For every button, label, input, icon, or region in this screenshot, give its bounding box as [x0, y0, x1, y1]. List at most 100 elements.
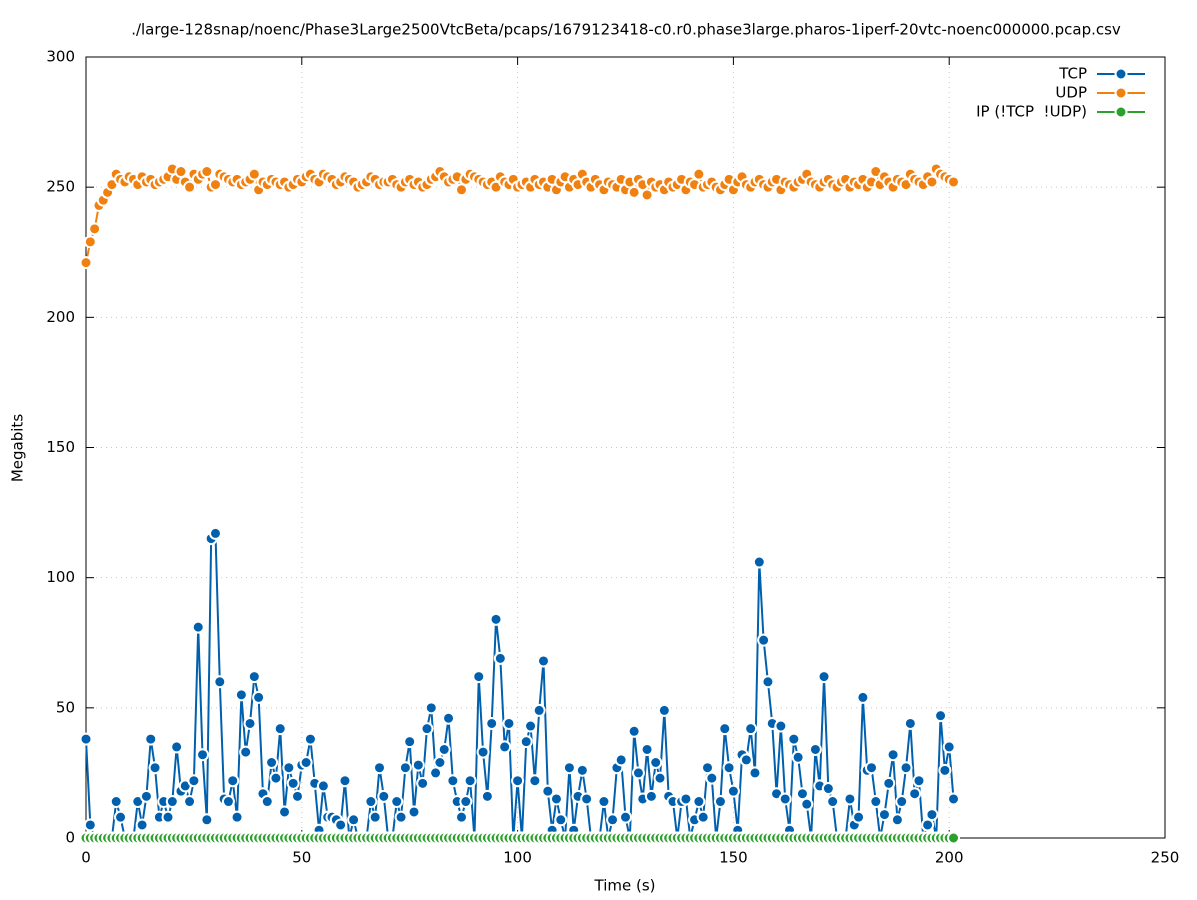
data-point: [200, 165, 214, 179]
data-point: [476, 745, 490, 759]
data-point: [640, 188, 654, 202]
data-point: [221, 795, 235, 809]
data-point: [368, 810, 382, 824]
data-point: [701, 761, 715, 775]
data-point: [627, 724, 641, 738]
data-point: [454, 810, 468, 824]
data-point: [239, 745, 253, 759]
data-point: [208, 178, 222, 192]
data-point: [226, 774, 240, 788]
data-point: [247, 670, 261, 684]
data-point: [856, 690, 870, 704]
data-point: [174, 165, 188, 179]
data-point: [947, 175, 961, 189]
data-point: [278, 805, 292, 819]
x-tick-label: 150: [719, 849, 748, 867]
data-point: [230, 810, 244, 824]
data-point: [619, 810, 632, 824]
data-point: [899, 761, 913, 775]
data-point: [247, 167, 261, 181]
data-point: [795, 787, 809, 801]
data-point: [208, 526, 222, 540]
data-point: [148, 761, 162, 775]
data-point: [196, 748, 210, 762]
y-tick-label: 100: [46, 568, 75, 586]
data-point: [316, 779, 330, 793]
data-point: [200, 813, 214, 827]
legend-marker: [1114, 86, 1128, 100]
data-point: [191, 620, 205, 634]
data-point: [407, 805, 421, 819]
data-point: [265, 756, 279, 770]
data-point: [657, 703, 671, 717]
data-point: [109, 795, 123, 809]
legend-label: IP (!TCP !UDP): [976, 103, 1087, 121]
y-tick-label: 150: [46, 438, 75, 456]
data-point: [778, 792, 792, 806]
data-point: [347, 813, 361, 827]
data-point: [394, 810, 408, 824]
data-point: [580, 792, 594, 806]
x-tick-label: 50: [292, 849, 311, 867]
series: [79, 526, 961, 845]
y-tick-label: 0: [65, 829, 75, 847]
data-point: [748, 766, 762, 780]
data-point: [774, 719, 788, 733]
data-point: [597, 795, 611, 809]
data-point: [644, 789, 658, 803]
data-point: [549, 792, 563, 806]
data-point: [485, 716, 499, 730]
data-point: [726, 784, 740, 798]
data-point: [502, 716, 516, 730]
data-point: [286, 776, 300, 790]
data-point: [498, 740, 512, 754]
data-point: [912, 774, 926, 788]
data-point: [653, 771, 667, 785]
y-tick-label: 250: [46, 178, 75, 196]
data-point: [787, 732, 801, 746]
data-point: [808, 742, 822, 756]
data-point: [752, 555, 766, 569]
data-point: [692, 795, 706, 809]
data-point: [532, 703, 546, 717]
data-point: [882, 776, 896, 790]
data-point: [269, 771, 283, 785]
data-point: [696, 810, 710, 824]
series: [79, 162, 961, 270]
data-point: [744, 722, 758, 736]
x-axis-label: Time (s): [594, 877, 656, 895]
data-point: [908, 787, 922, 801]
data-point: [252, 690, 266, 704]
data-point: [364, 795, 378, 809]
legend-label: TCP: [1058, 65, 1087, 83]
data-point: [554, 813, 568, 827]
data-point: [826, 795, 840, 809]
data-point: [234, 688, 248, 702]
data-point: [420, 722, 434, 736]
data-point: [541, 784, 555, 798]
x-tick-label: 200: [935, 849, 964, 867]
data-point: [895, 795, 909, 809]
series-line: [85, 530, 955, 839]
data-point: [631, 766, 645, 780]
data-point: [562, 761, 576, 775]
data-point: [575, 763, 589, 777]
data-point: [183, 180, 197, 194]
data-point: [925, 808, 939, 822]
data-point: [114, 810, 128, 824]
data-point: [459, 795, 473, 809]
data-point: [139, 789, 153, 803]
data-point: [390, 795, 404, 809]
data-point: [480, 789, 494, 803]
data-point: [260, 795, 274, 809]
data-point: [519, 735, 533, 749]
data-point: [606, 813, 620, 827]
y-tick-label: 300: [46, 48, 75, 66]
data-point: [718, 722, 732, 736]
data-point: [843, 792, 857, 806]
data-point: [938, 763, 952, 777]
data-point: [165, 795, 179, 809]
data-point: [273, 722, 287, 736]
data-point: [761, 675, 775, 689]
